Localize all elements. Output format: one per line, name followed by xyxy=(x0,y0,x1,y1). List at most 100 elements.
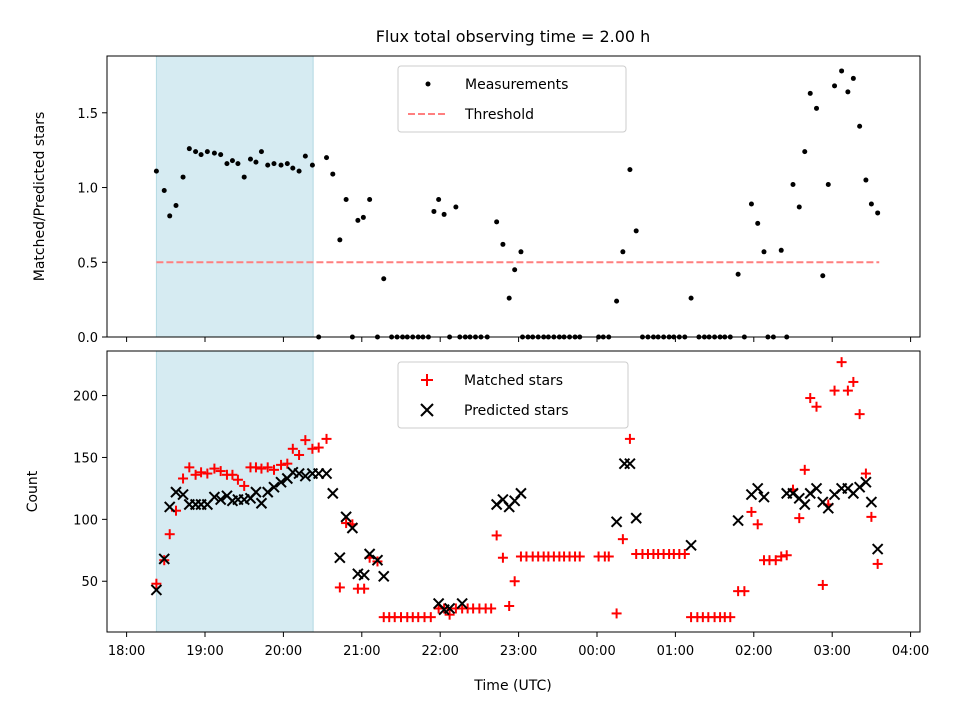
x-stroke-b xyxy=(177,488,189,501)
x-stroke-b xyxy=(432,597,445,610)
matched-star-point xyxy=(359,583,370,594)
x-stroke-b xyxy=(799,498,811,511)
matched-star-point xyxy=(799,464,810,475)
x-tick-label: 01:00 xyxy=(657,644,694,659)
x-stroke-b xyxy=(352,568,364,580)
x-tick-label: 19:00 xyxy=(186,644,223,659)
measurement-point xyxy=(296,168,302,174)
x-stroke-b xyxy=(822,502,834,514)
predicted-star-point xyxy=(299,470,312,482)
bottom-legend: Matched stars Predicted stars xyxy=(397,361,629,429)
x-stroke-b xyxy=(164,501,176,513)
legend-matched-label: Matched stars xyxy=(464,373,563,389)
matched-star-point xyxy=(294,449,305,460)
measurement-point xyxy=(614,298,620,304)
measurement-point xyxy=(224,161,230,167)
matched-star-point xyxy=(282,458,293,469)
measurement-point xyxy=(309,162,315,168)
matched-star-point xyxy=(805,393,816,404)
predicted-star-point xyxy=(752,482,764,495)
matched-star-point xyxy=(321,433,332,444)
chart-title: Flux total observing time = 2.00 h xyxy=(376,27,651,46)
matched-star-point xyxy=(509,576,520,587)
measurement-point xyxy=(453,204,459,210)
y-tick-label: 1.5 xyxy=(77,107,98,122)
measurement-point xyxy=(748,201,754,207)
measurement-point xyxy=(761,249,767,255)
measurement-point xyxy=(218,152,224,158)
measurement-point xyxy=(790,182,796,188)
x-stroke-b xyxy=(497,493,509,506)
predicted-star-point xyxy=(320,467,333,480)
measurement-point xyxy=(857,123,863,129)
predicted-star-point xyxy=(293,467,305,480)
x-stroke-b xyxy=(817,496,829,508)
x-stroke-b xyxy=(150,584,163,596)
measurement-point xyxy=(247,156,253,162)
y-tick-label: 0.5 xyxy=(77,256,98,271)
x-stroke-b xyxy=(340,511,352,523)
predicted-star-point xyxy=(624,457,636,470)
x-stroke-b xyxy=(346,522,359,534)
matched-star-point xyxy=(202,468,213,479)
measurement-point xyxy=(802,149,808,155)
measurement-point xyxy=(337,237,343,243)
measurement-point xyxy=(436,196,442,202)
measurement-point xyxy=(381,276,387,282)
bottom-x-ticks: 18:00 19:00 20:00 21:00 22:00 23:00 00:00 01:00… xyxy=(108,632,929,659)
x-stroke-b xyxy=(865,496,878,508)
measurement-point xyxy=(284,161,290,167)
predicted-star-point xyxy=(630,512,642,524)
matched-star-point xyxy=(307,443,318,454)
x-stroke-b xyxy=(334,552,346,564)
matched-star-point xyxy=(184,462,195,473)
top-y-ticks: 0.0 0.5 1.0 1.5 xyxy=(77,107,107,346)
x-tick-label: 00:00 xyxy=(578,644,615,659)
matched-star-point xyxy=(232,474,243,485)
highlight-span-rect xyxy=(155,350,314,633)
matched-star-point xyxy=(151,578,162,589)
predicted-star-point xyxy=(515,487,527,500)
measurement-point xyxy=(343,196,349,202)
matched-star-point xyxy=(679,549,690,560)
predicted-star-point xyxy=(158,553,170,565)
y-tick-label: 1.0 xyxy=(77,182,98,197)
x-stroke-b xyxy=(255,497,268,509)
predicted-star-point xyxy=(150,584,163,596)
measurement-point xyxy=(360,214,366,220)
y-tick-label: 150 xyxy=(73,451,98,466)
predicted-star-point xyxy=(456,597,468,610)
matched-star-point xyxy=(209,463,220,474)
predicted-star-point xyxy=(443,602,456,615)
matched-star-point xyxy=(196,467,207,478)
matched-star-point xyxy=(239,480,250,491)
measurement-point xyxy=(198,152,204,158)
predicted-star-point xyxy=(346,522,359,534)
matched-star-point xyxy=(854,409,865,420)
matched-star-point xyxy=(603,551,614,562)
measurement-point xyxy=(494,219,500,225)
matched-star-point xyxy=(334,582,345,593)
bottom-legend-box xyxy=(397,361,629,429)
top-highlight-span xyxy=(155,55,314,338)
measurement-point xyxy=(688,295,694,301)
matched-star-point xyxy=(313,442,324,453)
matched-star-point xyxy=(611,608,622,619)
x-tick-label: 20:00 xyxy=(265,644,302,659)
matched-star-point xyxy=(860,468,871,479)
measurement-point xyxy=(355,217,361,223)
measurement-point xyxy=(820,273,826,279)
measurement-point xyxy=(324,155,330,161)
x-stroke-b xyxy=(378,570,390,583)
measurement-point xyxy=(241,174,247,180)
x-stroke-b xyxy=(456,597,468,610)
x-stroke-b xyxy=(810,482,823,495)
predicted-star-point xyxy=(732,514,744,527)
matched-star-point xyxy=(848,376,859,387)
predicted-star-point xyxy=(610,516,623,528)
measurement-point xyxy=(875,210,881,216)
x-stroke-b xyxy=(358,569,370,581)
measurement-point xyxy=(235,161,241,167)
matched-star-point xyxy=(444,609,455,620)
matched-star-point xyxy=(262,462,273,473)
